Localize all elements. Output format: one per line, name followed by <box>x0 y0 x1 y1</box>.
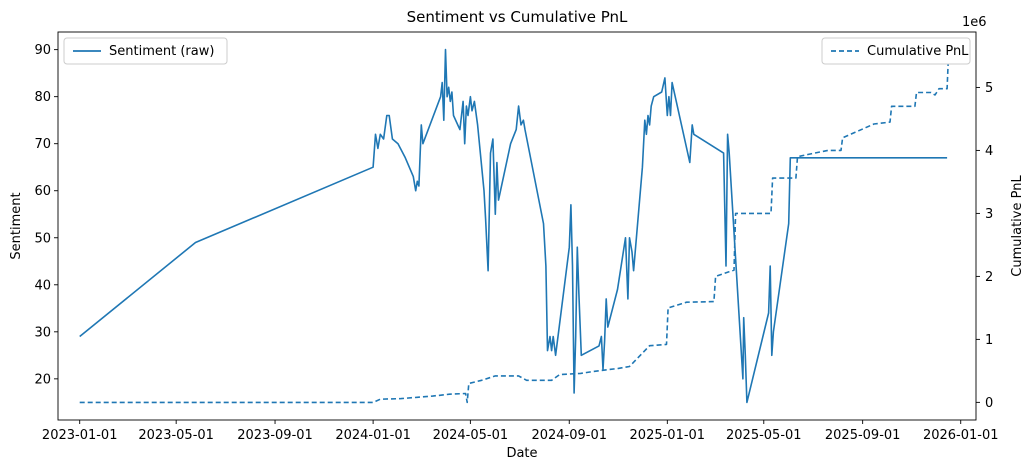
y-right-tick-label-4: 4 <box>985 144 993 159</box>
legend-left: Sentiment (raw) <box>63 37 228 65</box>
legend-right-box <box>821 37 971 65</box>
x-tick-label-2: 2023-09-01 <box>237 428 313 443</box>
y-right-tick-label-3: 3 <box>985 207 993 222</box>
x-tick-label-8: 2025-09-01 <box>825 428 901 443</box>
y-left-tick-label-3: 50 <box>34 231 51 246</box>
x-axis-title: Date <box>506 446 537 461</box>
y-axis-left: 20 30 40 50 60 70 80 90 <box>34 43 58 387</box>
y-left-tick-label-1: 30 <box>34 325 51 340</box>
x-tick-label-3: 2024-01-01 <box>335 428 411 443</box>
x-tick-label-0: 2023-01-01 <box>42 428 118 443</box>
series-layer <box>79 48 950 404</box>
x-tick-label-9: 2026-01-01 <box>923 428 999 443</box>
x-tick-label-7: 2025-05-01 <box>726 428 802 443</box>
y-right-tick-label-0: 0 <box>985 396 993 411</box>
x-tick-label-6: 2025-01-01 <box>630 428 706 443</box>
y-axis-right-title: Cumulative PnL <box>1010 175 1025 277</box>
y-axis-right: 0 1 2 3 4 5 <box>976 81 993 411</box>
y-axis-right-multiplier: 1e6 <box>962 15 987 30</box>
legend-label-pnl: Cumulative PnL <box>867 44 969 59</box>
x-tick-label-4: 2024-05-01 <box>433 428 509 443</box>
y-left-tick-label-6: 80 <box>34 90 51 105</box>
x-axis: 2023-01-01 2023-05-01 2023-09-01 2024-01-01… <box>42 420 999 443</box>
y-left-tick-label-2: 40 <box>34 278 51 293</box>
plot-frame <box>57 31 977 421</box>
y-left-tick-label-0: 20 <box>34 372 51 387</box>
y-right-tick-label-2: 2 <box>985 270 993 285</box>
y-right-tick-label-1: 1 <box>985 333 993 348</box>
y-axis-left-title: Sentiment <box>9 192 24 259</box>
chart-title: Sentiment vs Cumulative PnL <box>407 8 628 26</box>
y-left-tick-label-7: 90 <box>34 43 51 58</box>
y-left-tick-label-4: 60 <box>34 184 51 199</box>
series-line-sentiment <box>79 48 948 404</box>
y-right-tick-label-5: 5 <box>985 81 993 96</box>
legend-label-sentiment: Sentiment (raw) <box>109 44 214 59</box>
series-line-cumulative-pnl <box>79 49 950 404</box>
y-left-tick-label-5: 70 <box>34 137 51 152</box>
x-tick-label-5: 2024-09-01 <box>531 428 607 443</box>
x-tick-label-1: 2023-05-01 <box>138 428 214 443</box>
legend-left-box <box>63 37 228 65</box>
legend-right: Cumulative PnL <box>821 37 971 65</box>
